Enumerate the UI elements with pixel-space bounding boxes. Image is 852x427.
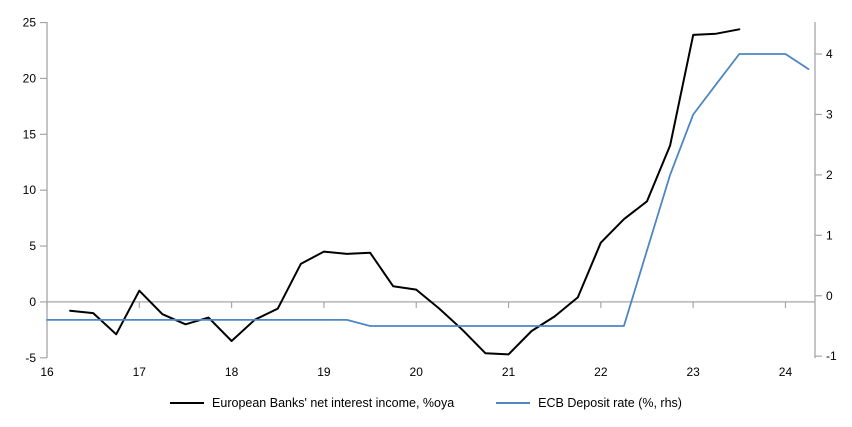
left-axis-tick-label: 15 xyxy=(23,127,37,141)
legend-item-ecb-deposit-rate: ECB Deposit rate (%, rhs) xyxy=(496,396,682,410)
left-axis-tick-label: 20 xyxy=(23,71,37,85)
right-axis-tick-label: -1 xyxy=(826,349,837,363)
left-axis-tick-label: 5 xyxy=(29,239,36,253)
legend-line-swatch-black xyxy=(170,402,205,404)
left-axis-tick-label: 10 xyxy=(23,183,37,197)
right-axis-tick-label: 1 xyxy=(826,228,833,242)
x-axis-tick-label: 16 xyxy=(40,365,54,379)
legend-label-net-interest-income: European Banks' net interest income, %oy… xyxy=(212,396,455,410)
right-axis-tick-label: 4 xyxy=(826,47,833,61)
x-axis-tick-label: 17 xyxy=(133,365,147,379)
x-axis-tick-label: 19 xyxy=(317,365,331,379)
x-axis-tick-label: 20 xyxy=(410,365,424,379)
legend-item-net-interest-income: European Banks' net interest income, %oy… xyxy=(170,396,454,410)
right-axis-tick-label: 0 xyxy=(826,289,833,303)
right-axis-tick-label: 3 xyxy=(826,107,833,121)
legend-label-ecb-deposit-rate: ECB Deposit rate (%, rhs) xyxy=(538,396,682,410)
x-axis-tick-label: 18 xyxy=(225,365,239,379)
x-axis-tick-label: 21 xyxy=(502,365,516,379)
x-axis-tick-label: 22 xyxy=(594,365,608,379)
right-axis-tick-label: 2 xyxy=(826,168,833,182)
legend-line-swatch-blue xyxy=(496,402,531,404)
left-axis-tick-label: 25 xyxy=(23,16,37,30)
x-axis-tick-label: 23 xyxy=(686,365,700,379)
series-line-net-interest-income xyxy=(69,28,741,356)
x-axis-tick-label: 24 xyxy=(779,365,793,379)
left-axis-tick-label: -5 xyxy=(25,351,36,365)
left-axis-tick-label: 0 xyxy=(29,295,36,309)
series-line-ecb-deposit-rate xyxy=(46,53,810,327)
chart-legend: European Banks' net interest income, %oy… xyxy=(0,396,852,410)
